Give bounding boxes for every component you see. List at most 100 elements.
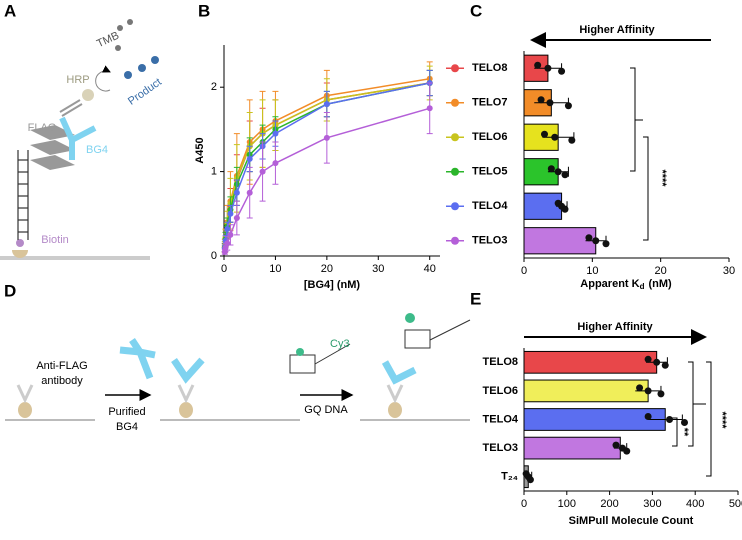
data-point xyxy=(272,130,279,137)
y-tick-label: 1 xyxy=(211,166,217,178)
label-part: Apparent K xyxy=(580,278,639,290)
data-point xyxy=(544,64,552,72)
data-point xyxy=(558,67,566,75)
legend-label: TELO8 xyxy=(472,62,507,74)
data-point xyxy=(636,384,644,392)
y-tick-label: TELO8 xyxy=(483,356,518,368)
data-point xyxy=(585,234,593,242)
diagram-label: Cy3 xyxy=(330,338,350,350)
series-line xyxy=(224,82,430,249)
x-tick-label: 500 xyxy=(729,498,742,510)
data-point xyxy=(561,171,569,179)
data-point xyxy=(541,130,548,138)
legend-marker xyxy=(451,133,459,142)
diagram-label: Purified xyxy=(108,406,145,418)
x-axis-label: Apparent Kd (nM) xyxy=(580,278,672,291)
diagram-label: antibody xyxy=(41,375,83,387)
data-point xyxy=(681,419,688,426)
data-point xyxy=(551,133,559,141)
x-tick-label: 10 xyxy=(586,265,598,277)
x-tick-label: 20 xyxy=(655,265,667,277)
panel-label: A xyxy=(4,1,16,20)
panel-label: B xyxy=(198,1,210,20)
x-tick-label: 100 xyxy=(558,498,576,510)
data-point xyxy=(623,447,631,455)
x-tick-label: 20 xyxy=(321,263,333,275)
legend-label: TELO7 xyxy=(472,97,507,109)
data-point xyxy=(666,416,674,423)
data-point xyxy=(661,361,669,369)
annotation: **** xyxy=(716,411,728,429)
bar xyxy=(523,379,649,403)
annotation: **** xyxy=(656,169,668,187)
data-point xyxy=(568,136,576,144)
x-tick-label: 300 xyxy=(643,498,661,510)
legend-marker xyxy=(451,202,459,211)
bar xyxy=(523,192,563,220)
data-point xyxy=(426,105,433,112)
data-point xyxy=(546,99,554,107)
diagram-label: BG4 xyxy=(86,144,108,156)
x-tick-label: 200 xyxy=(600,498,618,510)
data-point xyxy=(537,96,545,104)
data-point xyxy=(233,215,240,222)
chart-title: Higher Affinity xyxy=(579,24,655,36)
data-point xyxy=(547,165,555,173)
legend-marker xyxy=(451,167,459,176)
data-point xyxy=(644,355,652,363)
y-tick-label: 0 xyxy=(211,250,217,262)
data-point xyxy=(227,210,234,217)
diagram-label: BG4 xyxy=(116,421,138,433)
x-tick-label: 400 xyxy=(686,498,704,510)
data-point xyxy=(272,160,279,167)
data-point xyxy=(653,358,661,366)
diagram-label: Product xyxy=(126,76,164,108)
legend-marker xyxy=(451,98,459,107)
data-point xyxy=(323,134,330,141)
legend-marker xyxy=(451,64,459,73)
y-tick-label: 2 xyxy=(211,81,217,93)
x-tick-label: 30 xyxy=(723,265,735,277)
data-point xyxy=(612,441,620,449)
diagram-label: GQ DNA xyxy=(304,404,348,416)
data-point xyxy=(224,225,231,232)
x-tick-label: 0 xyxy=(521,498,527,510)
chart-title: Higher Affinity xyxy=(577,321,653,333)
y-tick-label: T₂₄ xyxy=(501,471,518,483)
panel-label: D xyxy=(4,281,16,300)
bar xyxy=(523,350,658,374)
data-point xyxy=(564,102,572,110)
label-part: d xyxy=(640,282,645,291)
diagram-label: HRP xyxy=(66,74,89,86)
legend-label: TELO4 xyxy=(472,200,508,212)
x-tick-label: 0 xyxy=(521,265,527,277)
legend-label: TELO3 xyxy=(472,235,507,247)
bar xyxy=(523,227,597,255)
axis-lines xyxy=(524,32,712,477)
y-axis-label: A450 xyxy=(194,137,206,163)
y-tick-label: TELO3 xyxy=(483,442,518,454)
y-tick-label: TELO4 xyxy=(483,413,519,425)
data-point xyxy=(602,240,610,248)
x-tick-label: 10 xyxy=(269,263,281,275)
bar xyxy=(523,408,666,431)
data-point xyxy=(246,189,253,196)
data-point xyxy=(526,476,534,484)
data-point xyxy=(644,387,652,395)
bar xyxy=(523,436,621,460)
x-tick-label: 40 xyxy=(424,263,436,275)
x-axis-label: [BG4] (nM) xyxy=(304,279,361,291)
data-point xyxy=(561,205,569,213)
data-point xyxy=(554,168,562,176)
legend-label: TELO5 xyxy=(472,166,507,178)
data-point xyxy=(657,390,665,398)
x-tick-label: 0 xyxy=(221,263,227,275)
data-point xyxy=(534,61,542,69)
data-point xyxy=(246,155,253,162)
legend-marker xyxy=(451,236,459,245)
data-point xyxy=(259,168,266,175)
diagram-label: Biotin xyxy=(41,234,69,246)
x-axis-label: SiMPull Molecule Count xyxy=(569,515,694,527)
panel-label: E xyxy=(470,289,481,308)
